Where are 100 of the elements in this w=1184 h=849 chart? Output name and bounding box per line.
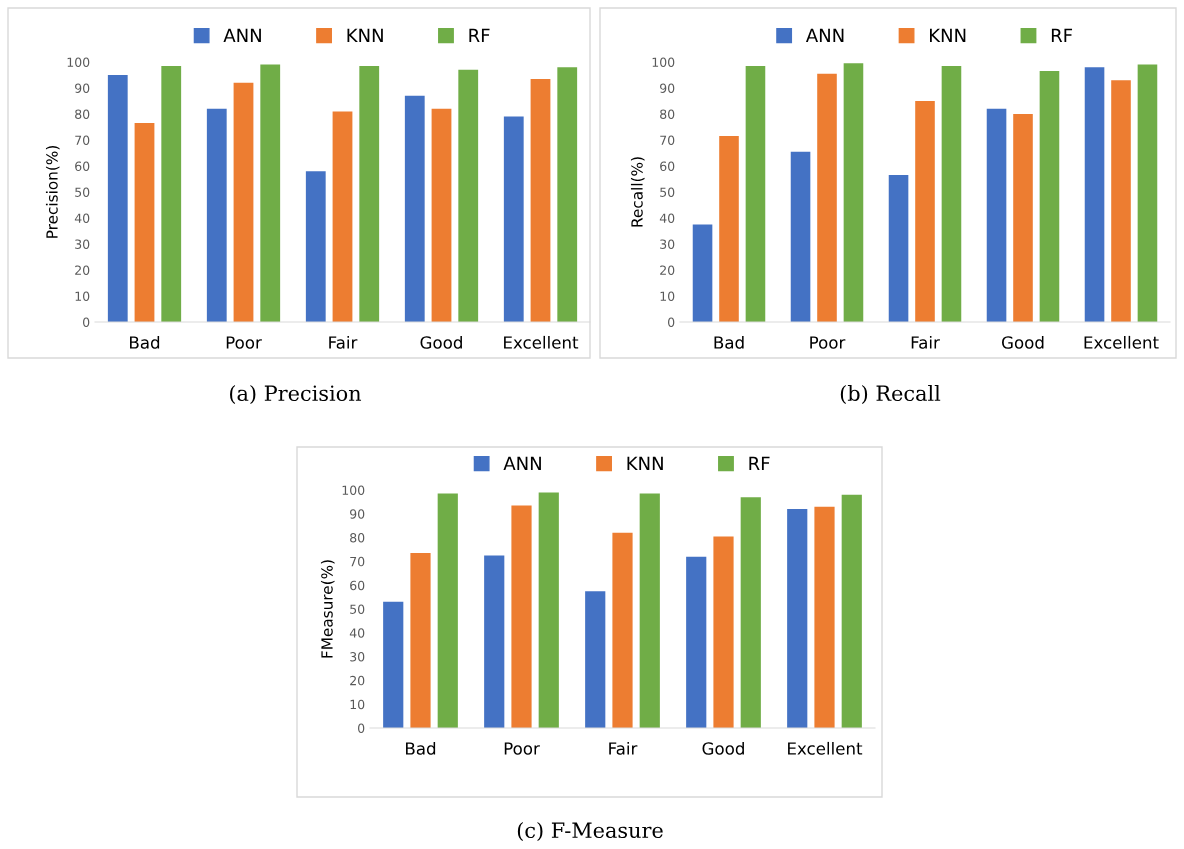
y-tick-label: 40 [74,213,90,223]
y-tick-label: 0 [358,723,365,733]
bar [206,108,227,322]
y-axis-title: Precision(%) [45,146,60,238]
y-tick-label: 90 [350,509,365,519]
text: (a) Precision [230,384,362,404]
x-tick-label: Excellent [504,335,579,349]
bar [458,69,479,322]
bar [134,123,155,322]
y-tick-label: 50 [75,187,90,197]
text: (b) Recall [840,384,941,404]
y-tick-label: 90 [75,83,90,93]
y-tick-label: 0 [83,317,90,327]
y-tick-label: 20 [75,265,90,275]
bar [503,116,524,322]
y-tick-label: 90 [660,83,675,93]
bar [692,224,713,322]
bar [986,108,1007,322]
y-tick-label: 10 [75,291,90,301]
legend-label: KNN [627,456,663,470]
bar [404,95,425,322]
y-tick-label: 80 [75,109,90,119]
bar [332,111,353,322]
bar [530,78,551,322]
y-tick-label: 60 [660,161,675,171]
legend-label: ANN [503,456,541,470]
bar [383,601,404,728]
bar [639,493,660,728]
bar [817,73,837,322]
x-tick-label: Good [702,741,744,755]
y-axis-title: Recall(%) [630,157,645,227]
x-tick-label: Bad [406,741,436,755]
bar [538,492,559,728]
x-tick-label: Poor [810,336,846,349]
bar [1084,67,1105,322]
bar [1137,64,1158,322]
x-tick-label: Bad [714,335,744,349]
bar [233,82,254,322]
bar [305,171,326,322]
bar [888,175,909,322]
bar [740,497,761,728]
legend-label: ANN [223,28,261,42]
y-tick-label: 70 [350,556,365,567]
x-tick-label: Good [1001,335,1044,349]
bar [410,553,431,728]
y-tick-label: 100 [342,485,365,495]
x-tick-label: Fair [329,335,358,349]
bar [841,494,862,728]
bar [915,101,935,322]
y-tick-label: 10 [350,699,365,710]
y-tick-label: 70 [75,135,90,145]
bar [161,65,182,322]
y-tick-label: 40 [349,628,365,638]
bar [431,108,452,322]
legend-label: ANN [805,28,844,42]
y-tick-label: 10 [660,291,675,301]
x-tick-label: Poor [226,336,262,349]
bar [686,556,707,728]
bar [745,65,766,322]
legend-label: RF [469,28,490,42]
y-tick-label: 0 [668,317,675,327]
x-tick-label: Fair [609,741,638,755]
bar [359,65,380,322]
x-tick-label: Bad [130,335,160,349]
bar [484,555,505,728]
legend-label: KNN [930,28,966,42]
y-tick-label: 80 [660,109,675,119]
bar [585,591,606,728]
y-tick-label: 60 [75,161,90,171]
y-tick-label: 50 [660,187,675,197]
bar [1039,71,1060,322]
legend-label: RF [749,456,770,470]
x-tick-label: Excellent [788,741,863,755]
y-tick-label: 100 [652,57,675,67]
bar [790,151,811,322]
y-tick-label: 50 [350,604,365,614]
x-tick-label: Excellent [1084,335,1159,349]
bar [719,136,739,322]
y-tick-label: 30 [350,652,365,662]
y-tick-label: 30 [75,239,90,249]
bar [107,75,128,322]
bar [941,65,962,322]
y-tick-label: 70 [660,135,675,145]
bar [260,64,281,322]
x-tick-label: Poor [504,742,540,755]
y-tick-label: 20 [350,675,365,686]
bar [1111,80,1131,322]
y-tick-label: 60 [350,580,365,591]
text: (c) F-Measure [517,821,663,841]
legend-label: RF [1051,28,1073,42]
bar [814,506,835,728]
y-axis-title: FMeasure(%) [320,560,335,658]
x-tick-label: Good [420,335,462,349]
bar [787,509,808,728]
y-tick-label: 40 [659,213,675,223]
x-tick-label: Fair [911,335,940,349]
bar [437,493,458,728]
bar [1013,114,1033,322]
y-tick-label: 30 [660,239,675,249]
y-tick-label: 100 [67,57,90,67]
